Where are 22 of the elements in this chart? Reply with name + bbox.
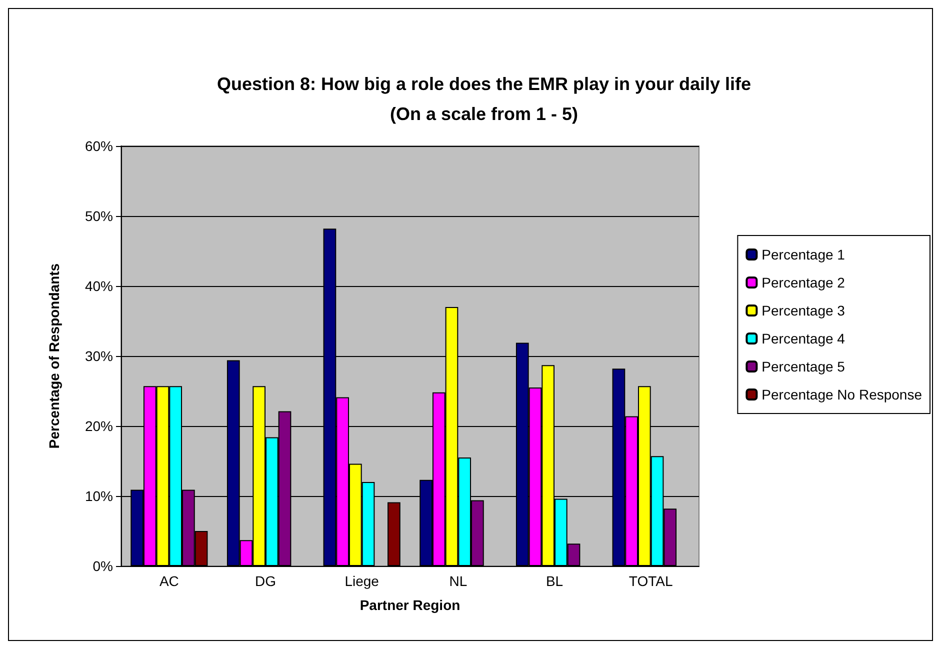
x-axis-title: Partner Region bbox=[360, 597, 460, 613]
y-axis-title: Percentage of Respondants bbox=[46, 263, 62, 449]
legend-label: Percentage 2 bbox=[762, 274, 846, 290]
legend-label: Percentage 4 bbox=[762, 330, 846, 346]
legend-label: Percentage 1 bbox=[762, 246, 846, 262]
legend-label: Percentage 3 bbox=[762, 302, 846, 318]
x-tick-label: NL bbox=[449, 573, 468, 589]
x-tick-label: AC bbox=[159, 573, 179, 589]
chart-title: Question 8: How big a role does the EMR play in your daily life (On a scale from 1 - 5) bbox=[216, 74, 752, 124]
y-tick-label: 20% bbox=[84, 418, 113, 434]
y-tick-label: 0% bbox=[92, 558, 113, 574]
legend-label: Percentage 5 bbox=[762, 358, 846, 374]
y-tick-label: 50% bbox=[84, 208, 113, 224]
y-tick-label: 40% bbox=[84, 278, 113, 294]
x-tick-label: BL bbox=[546, 573, 564, 589]
x-tick-label: TOTAL bbox=[628, 573, 673, 589]
x-tick-label: Liege bbox=[344, 573, 380, 589]
y-tick-label: 30% bbox=[84, 348, 113, 364]
legend-label: Percentage No Response bbox=[762, 386, 922, 402]
y-tick-label: 10% bbox=[84, 488, 113, 504]
y-tick-label: 60% bbox=[84, 138, 113, 154]
x-tick-label: DG bbox=[255, 573, 276, 589]
